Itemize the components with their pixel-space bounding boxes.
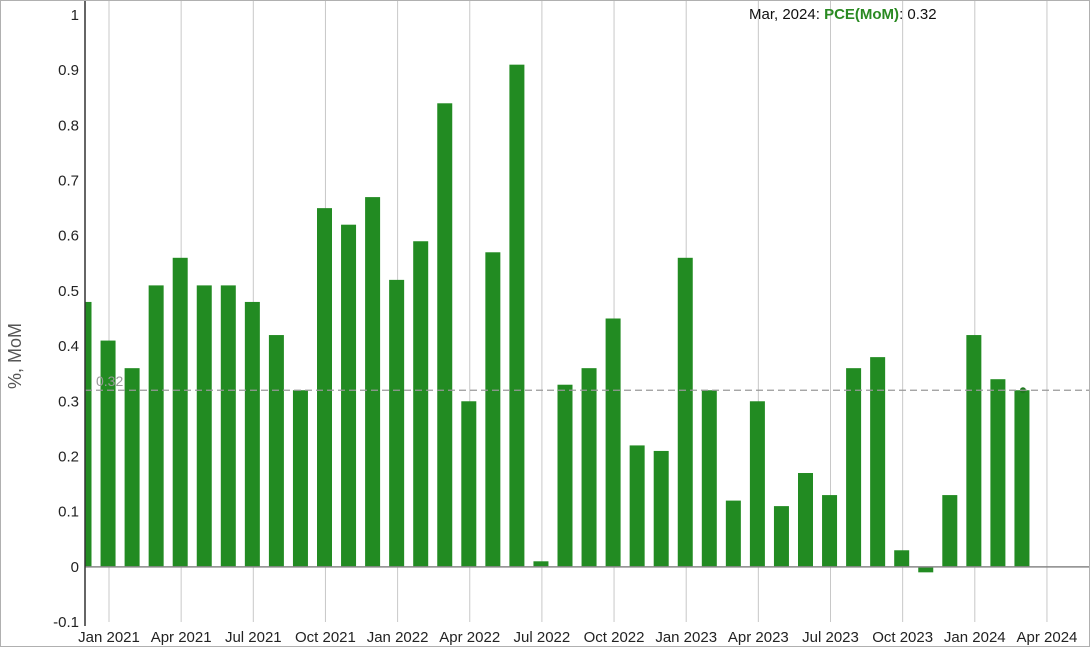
y-tick-label: 0.1 <box>58 504 79 521</box>
tooltip-series-name: PCE(MoM) <box>824 6 900 23</box>
x-tick-label: Apr 2023 <box>728 629 789 646</box>
bar[interactable] <box>1014 390 1030 567</box>
x-tick-label: Jul 2021 <box>225 629 282 646</box>
bar[interactable] <box>701 390 717 567</box>
y-tick-label: 0.7 <box>58 173 79 190</box>
bar[interactable] <box>389 279 405 567</box>
bar[interactable] <box>172 257 188 567</box>
y-axis-label: %, MoM <box>5 323 25 389</box>
tooltip-value: 0.32 <box>907 6 937 23</box>
bar[interactable] <box>317 208 332 567</box>
y-tick-label: 0.4 <box>58 338 79 355</box>
bar[interactable] <box>749 401 765 567</box>
x-tick-label: Jan 2024 <box>944 629 1006 646</box>
bar[interactable] <box>605 318 621 567</box>
bar[interactable] <box>341 224 357 567</box>
tooltip-sep2: : <box>899 6 908 23</box>
bar[interactable] <box>196 285 212 567</box>
reference-line-label: 0.32 <box>96 373 123 389</box>
y-tick-label: 0.2 <box>58 448 79 465</box>
bar[interactable] <box>85 301 92 567</box>
x-tick-label: Jan 2021 <box>78 629 140 646</box>
y-tick-label: 0.9 <box>58 62 79 79</box>
bar[interactable] <box>461 401 477 567</box>
y-tick-label: 1 <box>71 7 79 24</box>
y-tick-label: -0.1 <box>53 614 79 631</box>
y-tick-label: 0.5 <box>58 283 79 300</box>
bar[interactable] <box>942 495 958 567</box>
x-tick-label: Oct 2023 <box>872 629 933 646</box>
bar[interactable] <box>918 566 934 573</box>
x-tick-label: Apr 2021 <box>151 629 212 646</box>
x-tick-label: Jan 2023 <box>655 629 717 646</box>
bar[interactable] <box>798 473 813 567</box>
bar[interactable] <box>725 500 741 567</box>
y-tick-label: 0.3 <box>58 393 79 410</box>
bar-series <box>85 64 1030 573</box>
tooltip-date: Mar, 2024 <box>749 6 816 23</box>
bar[interactable] <box>413 241 429 567</box>
bar[interactable] <box>244 301 260 567</box>
bar[interactable] <box>870 357 886 567</box>
y-tick-label: 0.6 <box>58 228 79 245</box>
tooltip-sep: : <box>815 6 825 23</box>
bar[interactable] <box>990 379 1006 567</box>
axes: Jan 2021 Apr 2021 Jul 2021 Oct 2021 Jan 2022… <box>53 1 1089 646</box>
bar[interactable] <box>629 445 645 567</box>
x-tick-label: Jul 2023 <box>802 629 859 646</box>
bar[interactable] <box>822 495 838 567</box>
x-tick-label: Oct 2021 <box>295 629 356 646</box>
bar[interactable] <box>437 103 453 567</box>
bar[interactable] <box>557 384 573 567</box>
reference-line: 0.32 <box>85 373 1089 391</box>
bar[interactable] <box>677 257 693 567</box>
bar[interactable] <box>292 390 308 567</box>
y-tick-label: 0.8 <box>58 117 79 134</box>
bar[interactable] <box>268 335 284 567</box>
bar[interactable] <box>148 285 164 567</box>
x-tick-label: Jan 2022 <box>367 629 429 646</box>
bar[interactable] <box>485 252 501 567</box>
bar[interactable] <box>220 285 236 567</box>
x-tick-label: Apr 2024 <box>1017 629 1078 646</box>
bar[interactable] <box>365 197 381 567</box>
x-tick-label: Jul 2022 <box>514 629 571 646</box>
bar[interactable] <box>509 64 525 567</box>
bar[interactable] <box>100 340 116 567</box>
bar[interactable] <box>653 450 669 567</box>
bar[interactable] <box>894 550 910 567</box>
bar[interactable] <box>124 368 140 567</box>
bar[interactable] <box>966 335 982 567</box>
x-tick-label: Oct 2022 <box>584 629 645 646</box>
bar[interactable] <box>533 561 549 567</box>
y-tick-label: 0 <box>71 559 79 576</box>
hover-tooltip: Mar, 2024: PCE(MoM): 0.32 <box>749 6 937 23</box>
bar[interactable] <box>581 368 597 567</box>
bar[interactable] <box>773 506 789 567</box>
bar[interactable] <box>846 368 862 567</box>
x-tick-label: Apr 2022 <box>439 629 500 646</box>
